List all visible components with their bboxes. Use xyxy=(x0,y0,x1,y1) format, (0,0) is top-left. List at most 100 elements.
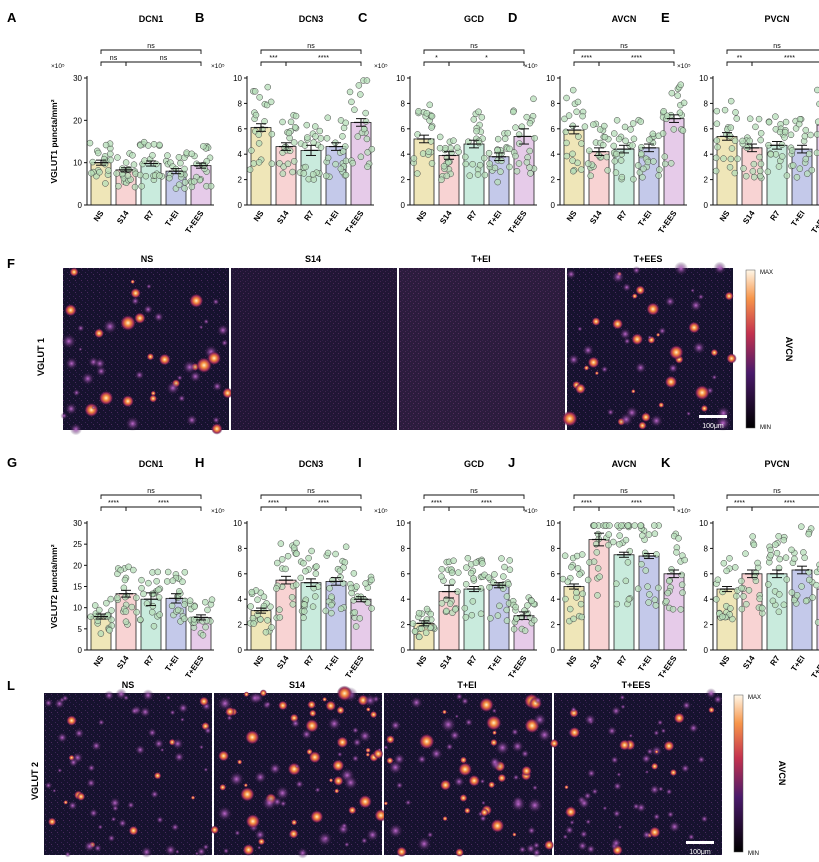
y-tick-label: 4 xyxy=(551,595,556,604)
puncta xyxy=(711,374,718,381)
puncta xyxy=(417,754,427,765)
data-point xyxy=(613,580,620,587)
data-point xyxy=(102,180,109,187)
puncta xyxy=(497,773,507,783)
data-point xyxy=(750,160,758,168)
y-tick-label: 2 xyxy=(238,176,243,185)
data-point xyxy=(568,563,575,571)
data-point xyxy=(773,549,781,557)
puncta xyxy=(656,719,664,726)
data-point xyxy=(796,165,804,172)
axis-multiplier: ×10⁵ xyxy=(211,508,225,515)
data-point xyxy=(273,585,280,592)
puncta xyxy=(631,333,644,346)
puncta xyxy=(294,764,300,769)
data-point xyxy=(414,131,421,138)
data-point xyxy=(138,183,145,190)
data-point xyxy=(512,603,519,611)
axis-multiplier: ×10⁵ xyxy=(524,508,538,515)
puncta xyxy=(216,324,230,337)
data-point xyxy=(801,554,808,562)
puncta xyxy=(669,768,678,777)
data-point xyxy=(201,598,209,606)
data-point xyxy=(639,173,646,181)
data-point xyxy=(527,170,534,177)
puncta xyxy=(67,800,78,811)
data-point xyxy=(781,128,789,136)
puncta xyxy=(478,697,494,713)
data-point xyxy=(503,593,511,600)
data-point xyxy=(596,573,603,580)
data-point xyxy=(155,586,162,594)
data-point xyxy=(354,133,362,140)
puncta xyxy=(459,793,468,803)
data-point xyxy=(510,108,517,116)
data-point xyxy=(578,140,585,147)
significance-label: **** xyxy=(431,500,442,507)
x-tick-label: S14 xyxy=(438,209,454,226)
panel-letter: L xyxy=(7,678,15,693)
bracket-right xyxy=(751,61,819,66)
data-point xyxy=(277,540,285,547)
puncta xyxy=(628,733,633,738)
puncta xyxy=(724,291,734,301)
y-tick-label: 10 xyxy=(546,519,555,528)
y-tick-label: 0 xyxy=(704,201,709,210)
puncta xyxy=(212,416,221,424)
data-point xyxy=(348,98,355,106)
puncta xyxy=(667,363,679,374)
data-point xyxy=(661,153,669,160)
puncta xyxy=(705,688,717,699)
data-point xyxy=(462,160,469,168)
puncta xyxy=(611,270,625,284)
x-tick-label: NS xyxy=(718,653,732,668)
puncta xyxy=(87,763,96,772)
data-point xyxy=(130,161,138,168)
x-tick-label: S14 xyxy=(588,654,604,671)
data-point xyxy=(526,147,533,155)
data-point xyxy=(601,133,609,141)
x-tick-label: R7 xyxy=(142,209,156,223)
data-point xyxy=(251,88,259,95)
x-tick-label: S14 xyxy=(275,654,291,671)
y-tick-label: 8 xyxy=(401,99,406,108)
significance-label: ns xyxy=(620,488,628,495)
axis-multiplier: ×10⁵ xyxy=(677,63,691,70)
data-point xyxy=(207,182,215,190)
data-point xyxy=(743,600,750,608)
x-tick-label: R7 xyxy=(768,654,782,668)
data-point xyxy=(114,154,121,161)
data-point xyxy=(290,139,298,146)
puncta xyxy=(479,778,486,785)
data-point xyxy=(181,601,188,608)
data-point xyxy=(714,143,721,151)
data-point xyxy=(778,141,786,148)
chart-title: GCD xyxy=(464,14,485,24)
data-point xyxy=(756,595,763,603)
data-point xyxy=(204,606,211,614)
data-point xyxy=(622,137,629,145)
data-point xyxy=(679,127,687,134)
data-point xyxy=(639,532,646,539)
puncta xyxy=(654,749,659,754)
data-point xyxy=(788,589,796,596)
bar xyxy=(741,573,763,651)
puncta xyxy=(666,810,675,819)
puncta xyxy=(365,707,371,712)
row-label: VGLUT 2 xyxy=(30,762,40,800)
data-point xyxy=(494,135,502,143)
data-point xyxy=(291,124,299,131)
puncta xyxy=(153,771,162,780)
data-point xyxy=(188,183,196,191)
data-point xyxy=(156,141,163,149)
x-tick-label: NS xyxy=(565,208,579,223)
puncta xyxy=(619,328,632,340)
bar xyxy=(325,581,347,651)
data-point xyxy=(513,615,520,622)
puncta xyxy=(72,388,81,397)
puncta xyxy=(481,800,486,806)
puncta xyxy=(322,696,328,702)
significance-label: ns xyxy=(470,43,478,50)
image-title: T+EI xyxy=(471,254,490,264)
puncta xyxy=(173,751,185,763)
